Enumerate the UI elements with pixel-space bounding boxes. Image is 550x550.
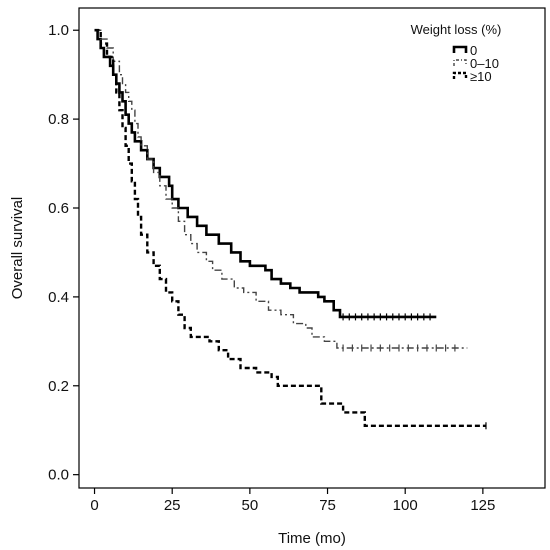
series-line-0: [94, 28, 437, 319]
x-tick-label: 25: [164, 497, 181, 514]
plot-frame: [78, 7, 546, 489]
x-tick-label: 50: [242, 497, 259, 514]
series-line-2: [94, 29, 486, 427]
series-lines: [94, 28, 487, 430]
axes: 0 25 50 75 100 125 0.0 0.2 0.4 0.6 0.8 1.0: [48, 7, 546, 514]
legend: Weight loss (%) 00–10≥10: [411, 22, 502, 84]
legend-symbol-2: [452, 71, 468, 79]
x-tick-label: 0: [90, 497, 98, 514]
series-line-1: [94, 29, 468, 349]
legend-label-0: 0: [470, 43, 477, 58]
legend-title: Weight loss (%): [411, 22, 502, 37]
x-tick-label: 75: [319, 497, 336, 514]
x-axis-label: Time (mo): [278, 530, 346, 547]
y-tick-label: 0.0: [48, 467, 69, 484]
y-axis-label: Overall survival: [9, 197, 26, 300]
legend-symbol-1: [453, 59, 467, 66]
legend-symbol-0: [452, 45, 468, 53]
y-tick-label: 1.0: [48, 22, 69, 39]
y-tick-label: 0.4: [48, 289, 69, 306]
x-tick-label: 125: [470, 497, 495, 514]
legend-label-2: ≥10: [470, 69, 492, 84]
y-tick-label: 0.8: [48, 111, 69, 128]
y-tick-label: 0.6: [48, 200, 69, 217]
y-tick-label: 0.2: [48, 378, 69, 395]
x-tick-label: 100: [393, 497, 418, 514]
legend-label-1: 0–10: [470, 56, 499, 71]
